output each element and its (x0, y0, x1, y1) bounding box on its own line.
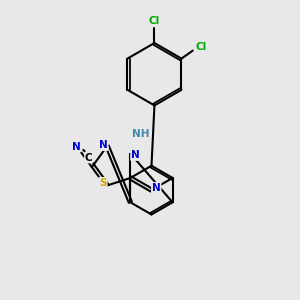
Text: NH: NH (132, 129, 149, 139)
Text: N: N (99, 140, 108, 150)
Text: S: S (99, 178, 107, 188)
Text: N: N (72, 142, 81, 152)
Text: N: N (131, 150, 140, 160)
Text: N: N (152, 183, 161, 193)
Text: Cl: Cl (149, 16, 160, 26)
Text: Cl: Cl (195, 42, 206, 52)
Text: C: C (85, 153, 92, 163)
